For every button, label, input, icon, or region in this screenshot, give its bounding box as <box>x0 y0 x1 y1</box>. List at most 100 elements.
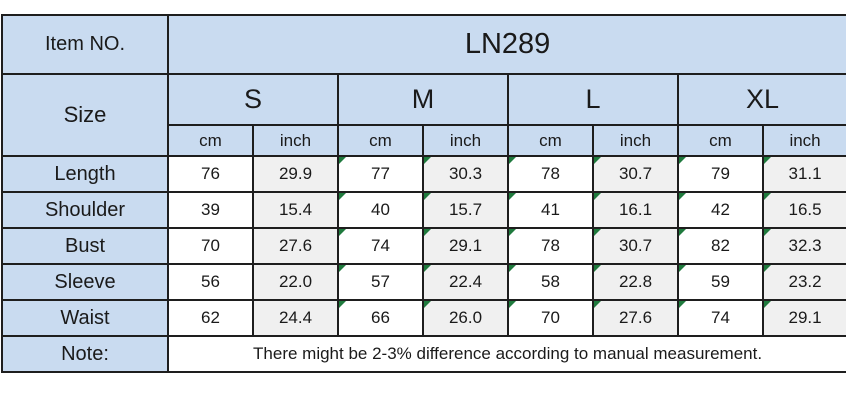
value-text: 31.1 <box>788 164 822 183</box>
value-cell: 70 <box>507 299 594 337</box>
value-cell: 40 <box>337 191 424 229</box>
value-text: 24.4 <box>278 308 313 327</box>
item-no-label: Item NO. <box>1 14 169 75</box>
value-text: 41 <box>541 200 560 219</box>
value-cell: 62 <box>167 299 254 337</box>
size-chart-table: Item NO. LN289 Size S M L XL cm inch cm … <box>1 14 846 373</box>
value-cell: 74 <box>677 299 764 337</box>
value-cell: 74 <box>337 227 424 265</box>
measurement-row-sleeve: Sleeve 56 22.0 57 22.4 58 22.8 59 23.2 <box>1 263 846 301</box>
cell-flag-icon <box>425 266 431 272</box>
value-text: 56 <box>201 272 220 291</box>
value-cell: 41 <box>507 191 594 229</box>
cell-flag-icon <box>680 158 686 164</box>
value-cell: 77 <box>337 155 424 193</box>
cell-flag-icon <box>425 194 431 200</box>
row-label-bust: Bust <box>1 227 169 265</box>
value-text: 15.7 <box>448 200 483 219</box>
value-text: 59 <box>711 272 730 291</box>
measurement-row-waist: Waist 62 24.4 66 26.0 70 27.6 74 29.1 <box>1 299 846 337</box>
value-text: 16.1 <box>618 200 653 219</box>
value-text: 22.0 <box>278 272 313 291</box>
cell-flag-icon <box>595 230 601 236</box>
value-text: 30.7 <box>618 164 653 183</box>
cell-flag-icon <box>510 230 516 236</box>
value-text: 40 <box>371 200 390 219</box>
value-text: 62 <box>201 308 220 327</box>
cell-flag-icon <box>425 230 431 236</box>
cell-flag-icon <box>765 266 771 272</box>
value-text: 42 <box>711 200 730 219</box>
unit-header-cm: cm <box>507 124 594 157</box>
value-text: 15.4 <box>278 200 313 219</box>
value-cell: 29.1 <box>422 227 509 265</box>
value-cell: 22.0 <box>252 263 339 301</box>
cell-flag-icon <box>595 266 601 272</box>
cell-flag-icon <box>510 194 516 200</box>
value-text: 29.9 <box>278 164 313 183</box>
cell-flag-icon <box>680 302 686 308</box>
note-row: Note: There might be 2-3% difference acc… <box>1 335 846 373</box>
cell-flag-icon <box>595 194 601 200</box>
unit-header-row: cm inch cm inch cm inch cm inch <box>2 124 846 157</box>
value-cell: 27.6 <box>252 227 339 265</box>
value-cell: 58 <box>507 263 594 301</box>
size-band-m: M <box>337 73 509 126</box>
value-cell: 82 <box>677 227 764 265</box>
measurement-row-shoulder: Shoulder 39 15.4 40 15.7 41 16.1 42 16.5 <box>1 191 846 229</box>
cell-flag-icon <box>765 230 771 236</box>
value-text: 79 <box>711 164 730 183</box>
item-no-value: LN289 <box>166 14 846 75</box>
value-cell: 42 <box>677 191 764 229</box>
cell-flag-icon <box>425 158 431 164</box>
value-cell: 22.8 <box>592 263 679 301</box>
value-cell: 79 <box>677 155 764 193</box>
value-cell: 66 <box>337 299 424 337</box>
cell-flag-icon <box>340 230 346 236</box>
value-cell: 76 <box>167 155 254 193</box>
size-band-row: Size S M L XL <box>1 73 846 157</box>
cell-flag-icon <box>510 302 516 308</box>
value-text: 74 <box>371 236 390 255</box>
size-band-s: S <box>167 73 339 126</box>
value-cell: 78 <box>507 155 594 193</box>
row-label-sleeve: Sleeve <box>1 263 169 301</box>
value-cell: 30.7 <box>592 155 679 193</box>
cell-flag-icon <box>765 194 771 200</box>
cell-flag-icon <box>340 194 346 200</box>
value-cell: 16.5 <box>761 191 846 229</box>
size-band-xl: XL <box>676 73 846 126</box>
value-text: 30.3 <box>448 164 483 183</box>
item-no-row: Item NO. LN289 <box>1 14 846 75</box>
unit-header-cm: cm <box>337 124 424 157</box>
value-text: 23.2 <box>788 272 822 291</box>
size-band-l: L <box>507 73 679 126</box>
cell-flag-icon <box>595 302 601 308</box>
cell-flag-icon <box>765 158 771 164</box>
unit-header-inch: inch <box>592 124 679 157</box>
value-cell: 57 <box>337 263 424 301</box>
value-cell: 29.9 <box>252 155 339 193</box>
value-text: 77 <box>371 164 390 183</box>
value-cell: 27.6 <box>592 299 679 337</box>
value-text: 78 <box>541 164 560 183</box>
note-text: There might be 2-3% difference according… <box>166 335 846 373</box>
value-cell: 15.7 <box>422 191 509 229</box>
value-text: 57 <box>371 272 390 291</box>
value-text: 78 <box>541 236 560 255</box>
cell-flag-icon <box>340 302 346 308</box>
value-cell: 78 <box>507 227 594 265</box>
value-cell: 32.3 <box>761 227 846 265</box>
value-cell: 29.1 <box>761 299 846 337</box>
cell-flag-icon <box>765 302 771 308</box>
value-text: 74 <box>711 308 730 327</box>
value-text: 22.8 <box>618 272 653 291</box>
cell-flag-icon <box>510 266 516 272</box>
value-cell: 56 <box>167 263 254 301</box>
value-text: 30.7 <box>618 236 653 255</box>
cell-flag-icon <box>680 266 686 272</box>
cell-flag-icon <box>595 158 601 164</box>
value-cell: 24.4 <box>252 299 339 337</box>
cell-flag-icon <box>340 158 346 164</box>
value-text: 27.6 <box>618 308 653 327</box>
